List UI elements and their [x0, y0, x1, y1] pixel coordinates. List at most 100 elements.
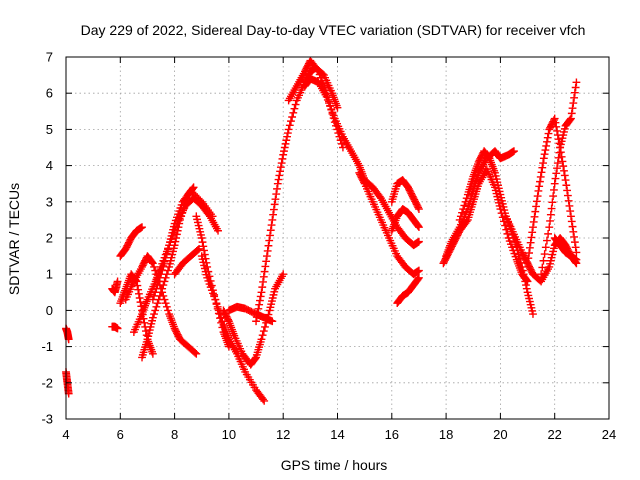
data-point: [545, 223, 554, 232]
data-point: [572, 259, 581, 268]
data-point: [148, 316, 157, 325]
data-point: [283, 132, 291, 141]
data-point: [266, 226, 275, 235]
data-point: [277, 159, 286, 167]
series-arc-06: [116, 223, 146, 260]
data-point: [549, 192, 558, 201]
x-axis-label: GPS time / hours: [281, 457, 388, 473]
data-point: [551, 118, 560, 127]
series-arc-20: [387, 176, 423, 213]
data-point: [415, 223, 423, 232]
data-point: [197, 252, 206, 260]
data-point: [541, 243, 550, 252]
data-point: [557, 152, 566, 161]
data-point: [531, 207, 540, 216]
data-point: [210, 292, 219, 301]
data-point: [571, 243, 580, 252]
data-point: [148, 258, 157, 267]
data-point: [151, 306, 160, 315]
data-point: [553, 127, 561, 135]
data-point: [415, 273, 423, 282]
data-point: [200, 246, 208, 255]
x-tick-label: 14: [330, 427, 344, 442]
data-point: [557, 140, 565, 149]
data-point: [560, 171, 569, 180]
data-point: [560, 166, 568, 175]
data-point: [522, 281, 530, 289]
data-point: [192, 212, 201, 221]
data-point: [562, 181, 571, 190]
data-point: [195, 244, 203, 253]
data-point: [518, 266, 527, 275]
data-point: [273, 179, 282, 188]
data-point: [544, 229, 553, 238]
data-point: [559, 162, 568, 171]
data-point: [415, 205, 423, 213]
data-point: [414, 222, 423, 231]
data-point: [525, 243, 534, 252]
data-point: [337, 139, 346, 148]
data-point: [165, 263, 174, 271]
data-point: [547, 204, 556, 213]
data-point: [140, 318, 149, 327]
data-point: [570, 88, 579, 97]
data-point: [196, 227, 205, 236]
data-point: [188, 184, 197, 193]
data-point: [533, 192, 542, 201]
data-point: [554, 153, 563, 162]
data-point: [269, 290, 278, 299]
data-point: [152, 284, 161, 293]
data-point: [327, 105, 336, 114]
data-point: [254, 304, 263, 313]
data-point: [148, 313, 157, 322]
data-point: [113, 324, 122, 333]
data-point: [538, 163, 547, 172]
data-point: [525, 294, 534, 303]
data-point: [550, 244, 558, 253]
data-point: [274, 175, 283, 184]
data-point: [159, 262, 168, 270]
data-point: [275, 171, 284, 180]
data-point: [206, 283, 215, 292]
series-arc-28: [537, 78, 581, 279]
data-point: [550, 114, 559, 123]
data-point: [146, 323, 155, 331]
series-arc-14: [219, 270, 288, 369]
y-tick-label: -1: [41, 339, 53, 354]
data-point: [268, 297, 276, 305]
data-point: [570, 233, 578, 241]
data-point: [525, 297, 534, 306]
data-point: [545, 263, 554, 271]
data-point: [148, 259, 157, 268]
data-point: [288, 113, 297, 121]
data-point: [546, 210, 555, 219]
data-point: [270, 200, 279, 209]
data-point: [269, 205, 278, 214]
data-point: [534, 187, 543, 195]
data-point: [525, 249, 534, 257]
data-point: [556, 143, 565, 152]
y-tick-label: 3: [46, 194, 53, 209]
data-point: [553, 159, 562, 167]
data-point: [144, 332, 153, 341]
data-point: [572, 248, 581, 257]
data-point: [315, 70, 324, 79]
data-point: [540, 250, 549, 258]
data-point: [194, 221, 203, 230]
series-arc-10: [148, 194, 222, 304]
data-point: [266, 231, 274, 240]
series-arc-19: [355, 168, 423, 279]
data-point: [501, 209, 509, 218]
data-point: [527, 233, 536, 242]
data-point: [158, 266, 167, 274]
data-point: [498, 199, 507, 208]
data-point: [560, 128, 568, 136]
data-point: [168, 232, 177, 240]
data-point: [508, 243, 516, 252]
data-point: [259, 278, 267, 286]
data-point: [192, 349, 201, 358]
data-point: [151, 288, 160, 297]
data-point: [157, 270, 165, 279]
data-point: [283, 129, 292, 137]
